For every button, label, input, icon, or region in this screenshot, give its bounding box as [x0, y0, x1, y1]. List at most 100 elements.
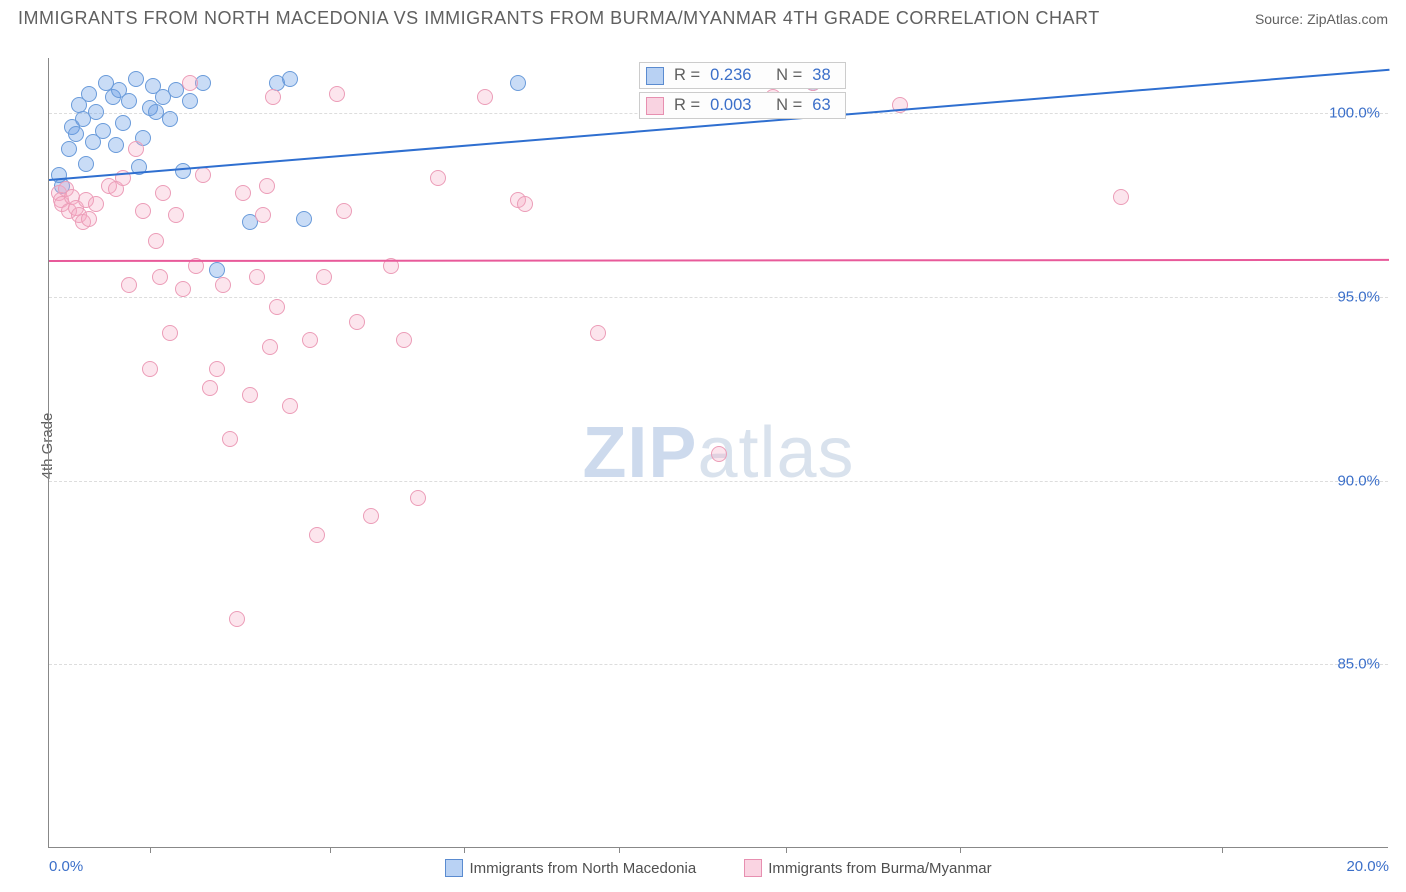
data-point-pink	[309, 527, 325, 543]
data-point-blue	[282, 71, 298, 87]
stat-n-value: 63	[812, 96, 830, 115]
trend-line-pink	[49, 259, 1389, 262]
stat-r-value: 0.236	[710, 66, 766, 85]
data-point-pink	[182, 75, 198, 91]
data-point-blue	[175, 163, 191, 179]
data-point-pink	[168, 207, 184, 223]
source-attribution: Source: ZipAtlas.com	[1255, 11, 1388, 27]
data-point-pink	[269, 299, 285, 315]
stat-n-prefix: N =	[776, 96, 802, 115]
data-point-pink	[175, 281, 191, 297]
data-point-blue	[68, 126, 84, 142]
data-point-blue	[209, 262, 225, 278]
chart-title: IMMIGRANTS FROM NORTH MACEDONIA VS IMMIG…	[18, 8, 1100, 29]
data-point-pink	[152, 269, 168, 285]
data-point-pink	[128, 141, 144, 157]
data-point-blue	[115, 115, 131, 131]
data-point-pink	[215, 277, 231, 293]
data-point-pink	[265, 89, 281, 105]
data-point-pink	[316, 269, 332, 285]
data-point-pink	[262, 339, 278, 355]
data-point-blue	[88, 104, 104, 120]
data-point-pink	[155, 185, 171, 201]
legend-item-blue: Immigrants from North Macedonia	[445, 859, 696, 877]
data-point-pink	[255, 207, 271, 223]
data-point-blue	[128, 71, 144, 87]
stat-box-pink: R = 0.003 N = 63	[639, 92, 846, 119]
data-point-pink	[349, 314, 365, 330]
y-tick-label: 85.0%	[1337, 656, 1380, 673]
gridline-horizontal	[49, 481, 1388, 482]
x-tick	[464, 847, 465, 853]
data-point-pink	[88, 196, 104, 212]
data-point-pink	[711, 446, 727, 462]
data-point-pink	[336, 203, 352, 219]
data-point-pink	[329, 86, 345, 102]
data-point-pink	[302, 332, 318, 348]
stat-r-value: 0.003	[710, 96, 766, 115]
x-tick	[1222, 847, 1223, 853]
stat-n-prefix: N =	[776, 66, 802, 85]
data-point-pink	[396, 332, 412, 348]
data-point-pink	[282, 398, 298, 414]
data-point-pink	[242, 387, 258, 403]
x-tick	[960, 847, 961, 853]
gridline-horizontal	[49, 664, 1388, 665]
data-point-pink	[229, 611, 245, 627]
data-point-pink	[249, 269, 265, 285]
source-name: ZipAtlas.com	[1307, 11, 1388, 27]
swatch-pink-icon	[744, 859, 762, 877]
data-point-pink	[121, 277, 137, 293]
data-point-pink	[222, 431, 238, 447]
legend-item-pink: Immigrants from Burma/Myanmar	[744, 859, 991, 877]
gridline-horizontal	[49, 297, 1388, 298]
legend-label: Immigrants from Burma/Myanmar	[768, 860, 991, 877]
data-point-pink	[1113, 189, 1129, 205]
stat-r-prefix: R =	[674, 96, 700, 115]
data-point-blue	[182, 93, 198, 109]
title-bar: IMMIGRANTS FROM NORTH MACEDONIA VS IMMIG…	[0, 0, 1406, 33]
data-point-blue	[78, 156, 94, 172]
data-point-pink	[430, 170, 446, 186]
data-point-pink	[81, 211, 97, 227]
data-point-blue	[121, 93, 137, 109]
data-point-pink	[590, 325, 606, 341]
data-point-blue	[95, 123, 111, 139]
source-label: Source:	[1255, 11, 1303, 27]
legend-label: Immigrants from North Macedonia	[469, 860, 696, 877]
data-point-pink	[363, 508, 379, 524]
data-point-pink	[142, 361, 158, 377]
y-tick-label: 95.0%	[1337, 288, 1380, 305]
stat-r-prefix: R =	[674, 66, 700, 85]
data-point-pink	[202, 380, 218, 396]
data-point-pink	[162, 325, 178, 341]
swatch-blue-icon	[445, 859, 463, 877]
data-point-pink	[235, 185, 251, 201]
x-tick	[150, 847, 151, 853]
data-point-pink	[477, 89, 493, 105]
swatch-pink-icon	[646, 97, 664, 115]
x-tick	[786, 847, 787, 853]
data-point-pink	[259, 178, 275, 194]
data-point-blue	[162, 111, 178, 127]
data-point-blue	[108, 137, 124, 153]
stat-box-blue: R = 0.236 N = 38	[639, 62, 846, 89]
y-tick-label: 90.0%	[1337, 472, 1380, 489]
data-point-pink	[517, 196, 533, 212]
swatch-blue-icon	[646, 67, 664, 85]
x-tick	[330, 847, 331, 853]
data-point-pink	[195, 167, 211, 183]
data-point-blue	[81, 86, 97, 102]
data-point-pink	[135, 203, 151, 219]
x-tick	[619, 847, 620, 853]
data-point-blue	[510, 75, 526, 91]
chart-plot-area: ZIPatlas 85.0%90.0%95.0%100.0%0.0%20.0%R…	[48, 58, 1388, 848]
data-point-blue	[61, 141, 77, 157]
y-tick-label: 100.0%	[1329, 105, 1380, 122]
data-point-blue	[296, 211, 312, 227]
data-point-pink	[209, 361, 225, 377]
stat-n-value: 38	[812, 66, 830, 85]
bottom-legend: Immigrants from North Macedonia Immigrant…	[49, 859, 1388, 877]
data-point-pink	[410, 490, 426, 506]
data-point-pink	[148, 233, 164, 249]
